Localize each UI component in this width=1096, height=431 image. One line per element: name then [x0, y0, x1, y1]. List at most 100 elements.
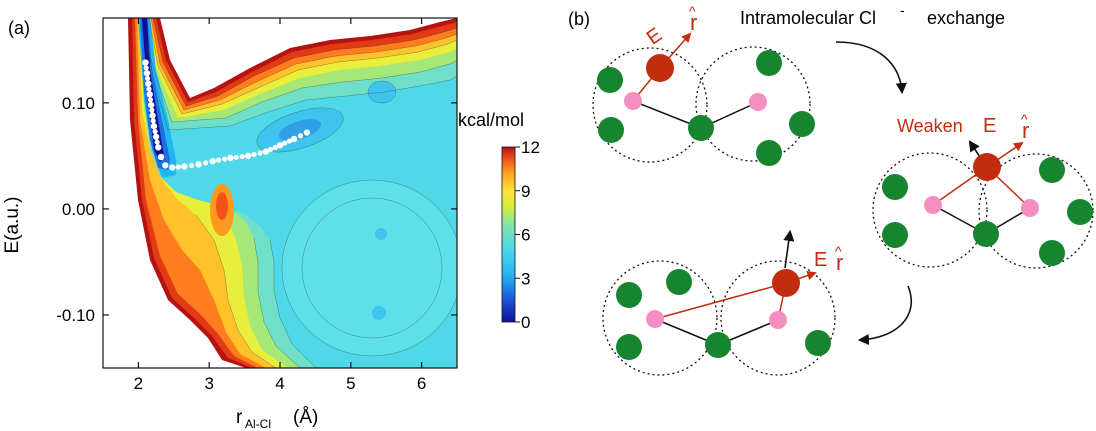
- cl-atom: [805, 330, 831, 356]
- cl-atom: [1067, 199, 1093, 225]
- process-arrow-1: [835, 41, 907, 95]
- path-point-fill: [154, 139, 160, 145]
- coordination-sphere-left: [872, 152, 988, 268]
- path-point: [157, 153, 165, 161]
- al-atom: [1021, 199, 1039, 217]
- cl-atom: [705, 332, 731, 358]
- y-tick-label: 0.10: [62, 94, 95, 113]
- path-point: [147, 101, 155, 109]
- al-atom: [924, 196, 942, 214]
- al-atom: [646, 310, 664, 328]
- path-point: [146, 91, 153, 98]
- weaken-label: Weaken: [897, 116, 963, 136]
- x-axis: 2 3 4 5 6: [134, 18, 426, 393]
- path-point-fill: [152, 128, 158, 135]
- minimum-energy-path: [142, 59, 311, 171]
- basin-small-a: [375, 228, 387, 240]
- colorbar-title: kcal/mol: [458, 110, 524, 130]
- panel-b-title-superscript: -: [900, 2, 905, 18]
- path-point: [149, 112, 156, 119]
- x-axis-label-sub: Al-Cl: [245, 417, 271, 431]
- dipole-arrow: [783, 229, 795, 269]
- path-point: [143, 69, 151, 77]
- path-point-fill: [188, 162, 195, 169]
- basin-mid-inner: [278, 119, 322, 141]
- path-point: [227, 154, 234, 162]
- path-point: [244, 152, 252, 160]
- coordination-sphere-right: [978, 153, 1094, 269]
- coordination-sphere-right: [720, 260, 836, 376]
- cl-atom: [882, 222, 908, 248]
- cl-atom: [597, 67, 623, 93]
- colorbar: [501, 146, 516, 323]
- cl-atom: [616, 334, 642, 360]
- r-hat-label: r: [690, 10, 697, 35]
- r-hat-caret: ^: [689, 3, 696, 19]
- valley-band-2: [142, 18, 164, 162]
- path-point: [303, 129, 311, 136]
- path-point-fill: [175, 164, 182, 170]
- cl-atom: [688, 115, 714, 141]
- coordination-sphere-right: [695, 46, 811, 162]
- y-axis: 0.10 0.00 -0.10: [56, 94, 457, 325]
- colorbar-tick-label: 9: [521, 182, 530, 201]
- path-point-fill: [216, 157, 222, 163]
- path-point-fill: [146, 86, 152, 92]
- free-energy-contour-map: [128, 18, 457, 368]
- path-point-fill: [286, 138, 293, 144]
- path-point-fill: [282, 140, 288, 146]
- al-atom-center: [973, 153, 1001, 181]
- molecule-state-3: E r ^: [602, 229, 843, 376]
- path-point-fill: [251, 151, 257, 158]
- x-axis-label-main: r: [236, 407, 243, 428]
- panel-b-title-text: Intramolecular Cl: [740, 8, 876, 28]
- panel-b-title-tail: exchange: [927, 8, 1005, 28]
- path-point-fill: [272, 144, 278, 150]
- basin-small-b: [372, 306, 386, 320]
- ridge-warm-core: [216, 192, 228, 220]
- cl-atom: [756, 140, 782, 166]
- cl-atom: [1039, 157, 1065, 183]
- path-point: [262, 148, 270, 155]
- path-point: [195, 161, 202, 168]
- molecule-state-1: E r ^: [592, 3, 815, 166]
- cl-atom: [973, 221, 999, 247]
- r-hat-label: r: [1022, 118, 1029, 143]
- panel-b-label: (b): [568, 9, 590, 29]
- contour-lines: [135, 18, 457, 368]
- path-point-fill: [149, 107, 155, 113]
- path-point-fill: [297, 133, 304, 139]
- path-point-fill: [143, 65, 149, 71]
- colorbar-tick-label: 6: [521, 226, 530, 245]
- x-axis-label: r Al-Cl (Å): [236, 407, 318, 431]
- path-point-fill: [239, 153, 245, 160]
- path-point-fill: [257, 150, 263, 156]
- path-point: [209, 157, 216, 165]
- path-point: [150, 122, 158, 130]
- field-label-e: E: [814, 249, 827, 271]
- al-atom: [769, 311, 787, 329]
- al-atom: [624, 92, 642, 110]
- x-tick-label: 5: [346, 374, 355, 393]
- coordination-sphere-left: [592, 47, 708, 163]
- cl-atom: [1039, 240, 1065, 266]
- x-tick-label: 2: [134, 374, 143, 393]
- field-label-e: E: [643, 24, 667, 50]
- coordination-sphere-left: [602, 260, 718, 376]
- cl-atom: [616, 282, 642, 308]
- y-tick-label: 0.00: [62, 200, 95, 219]
- path-point: [162, 162, 169, 169]
- path-point-fill: [221, 156, 228, 162]
- path-point-fill: [233, 154, 239, 160]
- colorbar-tick-label: 0: [521, 313, 530, 332]
- path-point: [276, 142, 284, 149]
- panel-a-label: (a): [8, 18, 30, 38]
- path-point: [181, 163, 188, 170]
- x-tick-label: 6: [417, 374, 426, 393]
- x-axis-label-unit: (Å): [293, 407, 318, 428]
- path-point: [142, 59, 149, 66]
- al-atom-center: [646, 54, 674, 82]
- panel-b-title: Intramolecular Cl - exchange: [740, 2, 1005, 28]
- path-point: [155, 144, 162, 151]
- y-tick-label: -0.10: [56, 306, 95, 325]
